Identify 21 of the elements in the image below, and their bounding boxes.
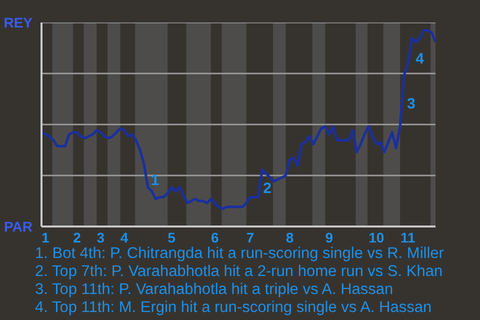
- text: 4. Top 11th: M. Ergin hit a run-scoring single vs A. Hassan: [35, 299, 432, 316]
- x-tick-label: 5: [168, 230, 176, 246]
- x-tick-label: 1: [42, 230, 50, 246]
- x-tick-label: 6: [210, 230, 219, 246]
- x-tick-label: 3: [96, 230, 105, 246]
- annotation: 3: [406, 95, 416, 112]
- x-tick-label: 2: [73, 230, 82, 246]
- x-tick-label: 8: [286, 230, 294, 246]
- x-tick-label: 7: [246, 230, 254, 246]
- annotation: 2: [263, 180, 272, 197]
- text: REY: [4, 14, 34, 30]
- x-tick-label: 11: [400, 230, 416, 246]
- text: 1. Bot 4th: P. Chitrangda hit a run-scoring single vs R. Miller: [35, 245, 444, 262]
- x-tick-label: 10: [368, 230, 384, 246]
- text: 3. Top 11th: P. Varahabhotla hit a triple vs A. Hassan: [35, 281, 394, 298]
- x-tick-label: 9: [325, 230, 334, 246]
- text: 2. Top 7th: P. Varahabhotla hit a 2-run home run vs S. Khan: [35, 263, 443, 280]
- x-tick-label: 4: [120, 230, 128, 246]
- annotation: 1: [150, 172, 160, 189]
- annotation: 4: [416, 50, 425, 68]
- text: PAR: [4, 218, 33, 234]
